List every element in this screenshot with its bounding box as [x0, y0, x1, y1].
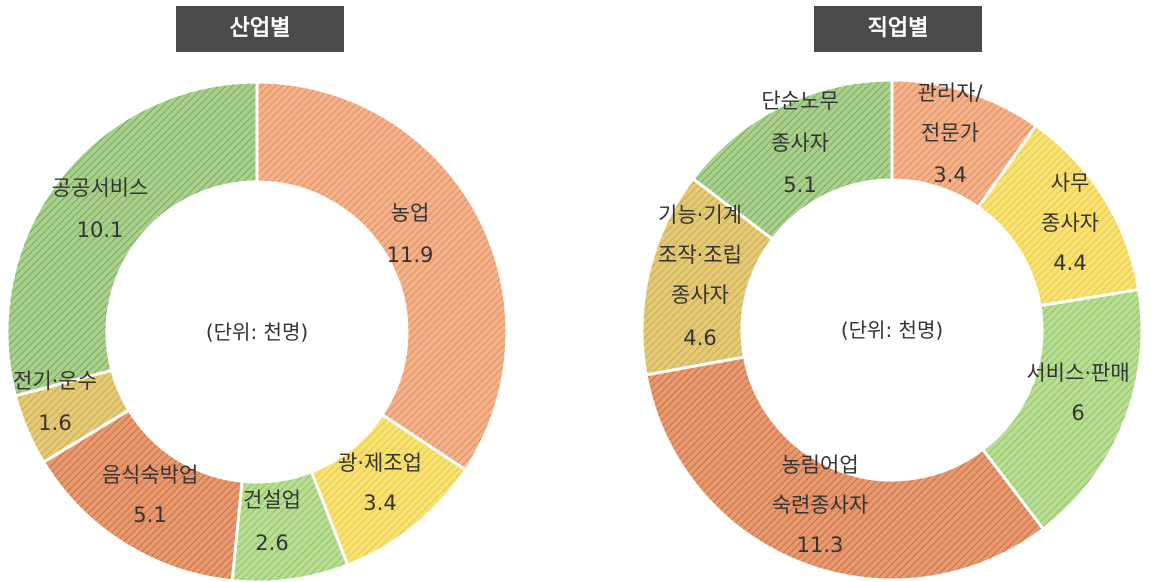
pie-slice: [980, 287, 1144, 532]
unit-note: (단위: 천명): [206, 320, 308, 344]
slice-value-label: 5.1: [133, 503, 166, 527]
slice-category-label: 종사자: [1041, 211, 1099, 235]
industry-chart-panel: 농업 11.9 광·제조업 3.4 건설업 2.6 음식숙박업 5.1 전기·운수 1.6 공공서비…: [0, 0, 560, 582]
slice-value-label: 5.1: [783, 173, 816, 197]
unit-note: (단위: 천명): [841, 318, 943, 342]
slice-category-label: 서비스·판매: [1026, 361, 1129, 385]
slice-value-label: 3.4: [363, 491, 396, 515]
slice-value-label: 11.3: [797, 533, 844, 557]
pie-slice: [690, 78, 894, 242]
slice-category-label: 농업: [391, 201, 430, 225]
slice-value-label: 2.6: [255, 531, 288, 555]
slice-category-label: 전기·운수: [13, 369, 97, 393]
slice-category-label: 종사자: [771, 131, 829, 155]
slice-value-label: 11.9: [387, 243, 434, 267]
slice-value-label: 6: [1071, 401, 1084, 425]
slice-value-label: 4.6: [683, 326, 716, 350]
slice-category-label: 관리자/: [917, 81, 983, 105]
industry-chart-title: 산업별: [176, 6, 344, 52]
slice-value-label: 1.6: [38, 411, 71, 435]
slice-category-label: 광·제조업: [338, 451, 422, 475]
slice-category-label: 숙련종사자: [772, 493, 869, 517]
pie-slice: [255, 80, 509, 472]
industry-donut-chart: 농업 11.9 광·제조업 3.4 건설업 2.6 음식숙박업 5.1 전기·운수 1.6 공공서비…: [5, 80, 509, 582]
slice-category-label: 건설업: [243, 488, 301, 512]
pie-slice: [644, 355, 1046, 582]
slice-category-label: 음식숙박업: [102, 463, 199, 487]
slice-category-label: 사무: [1051, 171, 1090, 195]
slice-value-label: 3.4: [933, 163, 966, 187]
slice-value-label: 10.1: [77, 218, 124, 242]
slice-category-label: 전문가: [921, 121, 979, 145]
slice-category-label: 단순노무: [761, 89, 838, 113]
slice-value-label: 4.4: [1053, 251, 1086, 275]
slice-category-label: 종사자: [671, 283, 729, 307]
slice-category-label: 농림어업: [781, 453, 858, 477]
slice-category-label: 조작·조립: [658, 243, 742, 267]
slice-category-label: 기능·기계: [658, 203, 742, 227]
pie-slice: [5, 80, 259, 398]
occupation-chart-title: 직업별: [814, 6, 982, 52]
slice-category-label: 공공서비스: [52, 176, 149, 200]
occupation-chart-panel: 관리자/전문가 3.4 사무 종사자 4.4 서비스·판매 6 농림어업 숙련종사자 11.3 기능…: [600, 0, 1151, 582]
